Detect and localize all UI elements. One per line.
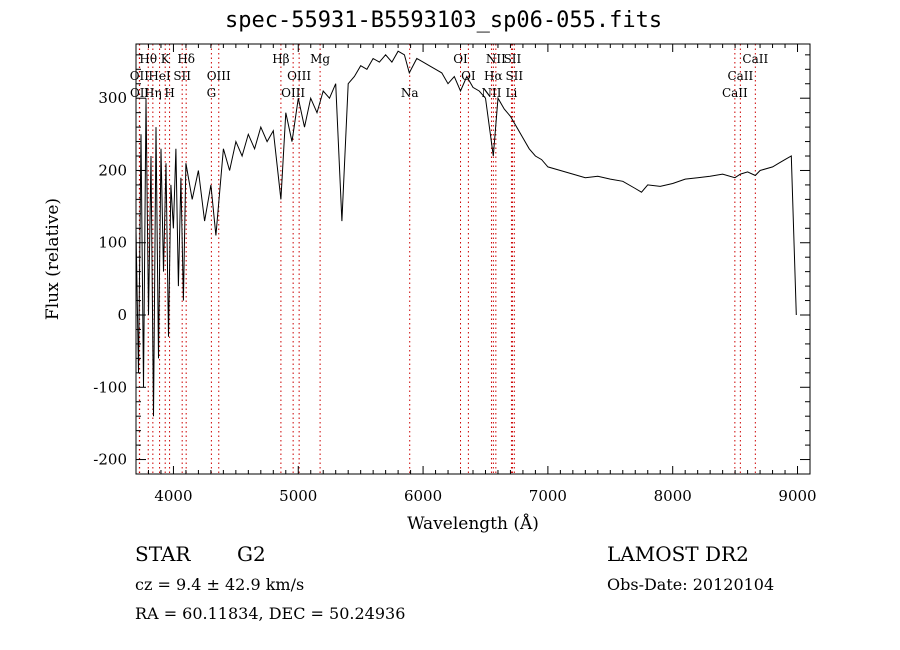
line-marker-label: SII xyxy=(173,69,191,83)
line-markers xyxy=(138,44,756,474)
line-marker-label: CaII xyxy=(722,86,748,100)
x-axis-label: Wavelength (Å) xyxy=(407,513,539,534)
line-marker-label: Li xyxy=(506,86,518,100)
line-marker-label: NII xyxy=(486,52,506,66)
object-class: STAR xyxy=(135,542,191,566)
line-marker-label: Hθ xyxy=(139,52,157,66)
line-marker-label: OII xyxy=(130,69,150,83)
x-tick-label: 5000 xyxy=(279,487,317,505)
line-marker-label: Hη xyxy=(144,86,162,100)
redshift-line: cz = 9.4 ± 42.9 km/s xyxy=(135,575,305,594)
line-marker-label: NII xyxy=(481,86,501,100)
x-tick-label: 7000 xyxy=(529,487,567,505)
x-tick-label: 6000 xyxy=(404,487,442,505)
line-marker-label: Hδ xyxy=(177,52,195,66)
y-tick-label: 100 xyxy=(98,234,127,252)
line-marker-label: OI xyxy=(461,69,476,83)
line-marker-label: Hβ xyxy=(272,52,289,66)
line-marker-label: K xyxy=(161,52,171,66)
y-axis-label: Flux (relative) xyxy=(43,198,63,320)
x-tick-label: 8000 xyxy=(654,487,692,505)
line-marker-label: OIII xyxy=(281,86,305,100)
survey-label: LAMOST DR2 xyxy=(607,542,749,566)
line-marker-label: HeI xyxy=(148,69,171,83)
line-marker-label: OII xyxy=(130,86,150,100)
spectrum-line xyxy=(135,50,797,417)
line-marker-label: SII xyxy=(504,52,522,66)
line-marker-label: Mg xyxy=(310,52,330,66)
y-tick-label: -200 xyxy=(93,451,127,469)
y-tick-label: 300 xyxy=(98,89,127,107)
line-marker-label: H xyxy=(164,86,174,100)
y-tick-label: 200 xyxy=(98,161,127,179)
line-marker-label: CaII xyxy=(727,69,753,83)
line-marker-label: OIII xyxy=(287,69,311,83)
chart-title: spec-55931-B5593103_sp06-055.fits xyxy=(225,8,663,33)
line-marker-label: Na xyxy=(401,86,419,100)
line-marker-label: OIII xyxy=(207,69,231,83)
subclass: G2 xyxy=(237,542,266,566)
axis-ticks: 4000 5000 6000 7000 8000 9000 -200 -100 0 100 200 3… xyxy=(93,44,817,505)
line-marker-label: G xyxy=(207,86,217,100)
line-marker-label: Hα xyxy=(484,69,503,83)
coordinates-line: RA = 60.11834, DEC = 50.24936 xyxy=(135,604,406,623)
y-tick-label: 0 xyxy=(117,306,127,324)
x-tick-label: 4000 xyxy=(154,487,192,505)
line-marker-label: SII xyxy=(505,69,523,83)
line-marker-label: CaII xyxy=(742,52,768,66)
y-tick-label: -100 xyxy=(93,378,127,396)
plot-frame xyxy=(135,43,811,475)
x-tick-label: 9000 xyxy=(778,487,816,505)
obs-date: Obs-Date: 20120104 xyxy=(607,575,775,594)
line-marker-label: OI xyxy=(453,52,468,66)
